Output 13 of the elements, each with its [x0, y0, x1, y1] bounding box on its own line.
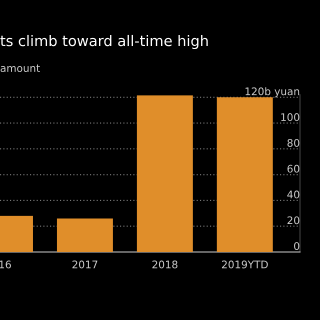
y-tick-label: 80 [287, 138, 300, 147]
x-tick-label: 2017 [72, 260, 98, 268]
chart-title: ts climb toward all-time high [0, 34, 208, 50]
y-tick-label: 40 [287, 190, 300, 198]
x-tick-label: 16 [0, 260, 11, 268]
x-tick-label: 2018 [152, 260, 178, 268]
y-tick-label: 60 [287, 164, 300, 173]
y-tick-label: 100 [281, 113, 300, 122]
y-tick-label: 20 [288, 216, 300, 224]
y-tick-label: 120b yuan [246, 87, 300, 98]
x-tick-label: 2019YTD [222, 260, 268, 268]
y-tick-label: 0 [294, 242, 300, 250]
chart-subtitle: amount [0, 64, 40, 72]
